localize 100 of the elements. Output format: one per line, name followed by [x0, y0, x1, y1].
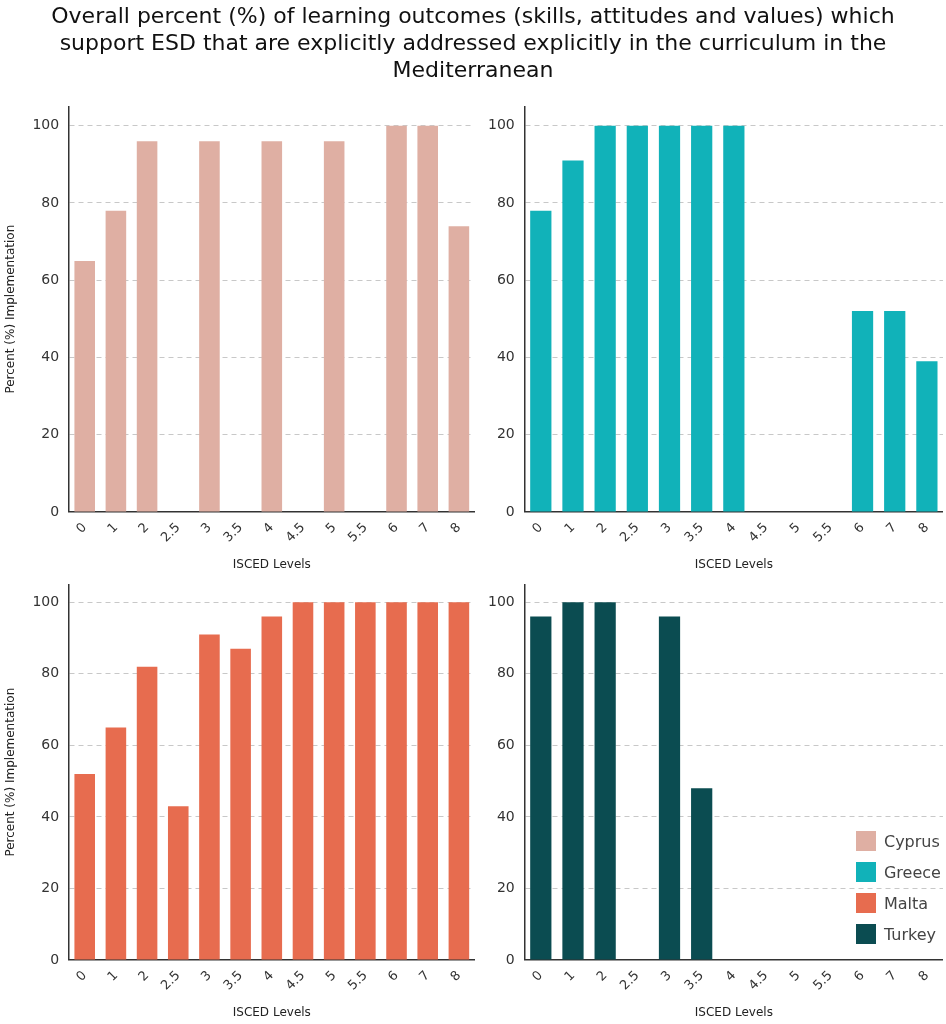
y-tick-label: 40	[496, 348, 515, 365]
x-tick-label: 1	[103, 967, 121, 984]
x-tick-label: 3	[657, 519, 675, 536]
x-tick-label: 4.5	[745, 967, 771, 993]
x-tick-label: 5.5	[344, 519, 370, 545]
bar	[417, 125, 438, 512]
x-tick-label: 7	[882, 967, 900, 984]
bar	[199, 141, 220, 512]
bar	[261, 616, 283, 960]
legend-label: Greece	[883, 862, 941, 882]
bar	[230, 648, 251, 960]
bar	[530, 616, 552, 960]
bar	[323, 141, 345, 512]
x-tick-label: 2.5	[157, 519, 183, 545]
bar	[562, 160, 584, 512]
x-tick-label: 8	[446, 519, 464, 536]
y-tick-label: 80	[496, 664, 515, 681]
x-tick-label: 5.5	[344, 967, 370, 993]
bar	[448, 602, 470, 960]
x-tick-label: 4.5	[745, 519, 771, 545]
bar	[136, 666, 158, 960]
x-tick-label: 3	[657, 967, 675, 984]
legend-label: Cyprus	[883, 831, 940, 851]
x-tick-label: 0	[72, 967, 90, 984]
x-tick-label: 2	[593, 519, 610, 536]
x-axis-title: ISCED Levels	[232, 1004, 311, 1019]
x-tick-label: 1	[103, 519, 121, 536]
legend-label: Malta	[883, 893, 929, 913]
x-tick-label: 1	[561, 967, 578, 984]
y-tick-label: 0	[50, 950, 60, 967]
x-tick-label: 2	[135, 967, 152, 984]
y-tick-label: 60	[496, 270, 515, 287]
x-tick-label: 4	[721, 519, 739, 536]
x-tick-label: 6	[384, 519, 402, 536]
x-tick-label: 3.5	[680, 519, 707, 545]
y-axis-title: Percent (%) Implementation	[3, 224, 18, 394]
x-axis-title: ISCED Levels	[694, 1004, 773, 1019]
y-tick-label: 40	[41, 348, 60, 365]
bar	[594, 125, 616, 512]
x-tick-label: 2	[593, 967, 610, 984]
x-tick-label: 5.5	[809, 519, 835, 545]
bar	[105, 727, 127, 960]
y-tick-label: 100	[487, 116, 515, 133]
y-tick-label: 20	[496, 879, 515, 896]
x-tick-label: 8	[914, 967, 932, 984]
x-tick-label: 0	[528, 967, 546, 984]
y-tick-label: 40	[41, 807, 60, 824]
x-tick-label: 8	[914, 519, 932, 536]
x-tick-label: 4.5	[282, 967, 308, 993]
x-tick-label: 3	[197, 967, 214, 984]
y-tick-label: 100	[32, 592, 60, 609]
bar	[851, 311, 874, 512]
y-tick-label: 100	[487, 592, 515, 609]
x-tick-label: 5.5	[809, 967, 835, 993]
x-tick-label: 1	[561, 519, 578, 536]
x-tick-label: 0	[72, 519, 90, 536]
bar	[355, 602, 376, 960]
y-tick-label: 80	[41, 193, 60, 210]
y-tick-label: 60	[41, 735, 60, 752]
x-tick-label: 7	[415, 519, 433, 536]
bar	[199, 634, 220, 960]
x-tick-label: 7	[415, 967, 433, 984]
y-tick-label: 100	[32, 116, 60, 133]
bar	[723, 125, 745, 512]
y-tick-label: 60	[41, 270, 60, 287]
bar	[448, 226, 470, 512]
bar	[136, 141, 158, 512]
x-tick-label: 7	[882, 519, 900, 536]
x-tick-label: 0	[528, 519, 546, 536]
y-tick-label: 0	[50, 502, 60, 519]
x-tick-label: 6	[384, 967, 402, 984]
x-tick-label: 5	[786, 967, 803, 984]
x-tick-label: 3	[197, 519, 214, 536]
y-tick-label: 0	[505, 502, 515, 519]
bar	[658, 616, 681, 960]
bar	[530, 210, 552, 512]
x-tick-label: 5	[786, 519, 803, 536]
x-tick-label: 4	[259, 519, 277, 536]
x-tick-label: 2.5	[157, 967, 183, 993]
x-tick-label: 3.5	[219, 519, 246, 545]
legend-label: Turkey	[883, 924, 937, 944]
bar	[691, 788, 713, 960]
y-tick-label: 20	[41, 879, 60, 896]
y-tick-label: 80	[496, 193, 515, 210]
bar	[167, 806, 189, 960]
bar	[105, 210, 127, 512]
bar	[292, 602, 314, 960]
bar	[261, 141, 283, 512]
x-tick-label: 4	[259, 967, 277, 984]
x-axis-title: ISCED Levels	[232, 556, 311, 571]
y-tick-label: 40	[496, 807, 515, 824]
bar	[916, 361, 938, 512]
x-tick-label: 4.5	[282, 519, 308, 545]
y-tick-label: 20	[41, 425, 60, 442]
bar	[417, 602, 438, 960]
x-tick-label: 5	[322, 967, 339, 984]
x-tick-label: 5	[322, 519, 339, 536]
x-axis-title: ISCED Levels	[694, 556, 773, 571]
x-tick-label: 8	[446, 967, 464, 984]
y-tick-label: 60	[496, 735, 515, 752]
